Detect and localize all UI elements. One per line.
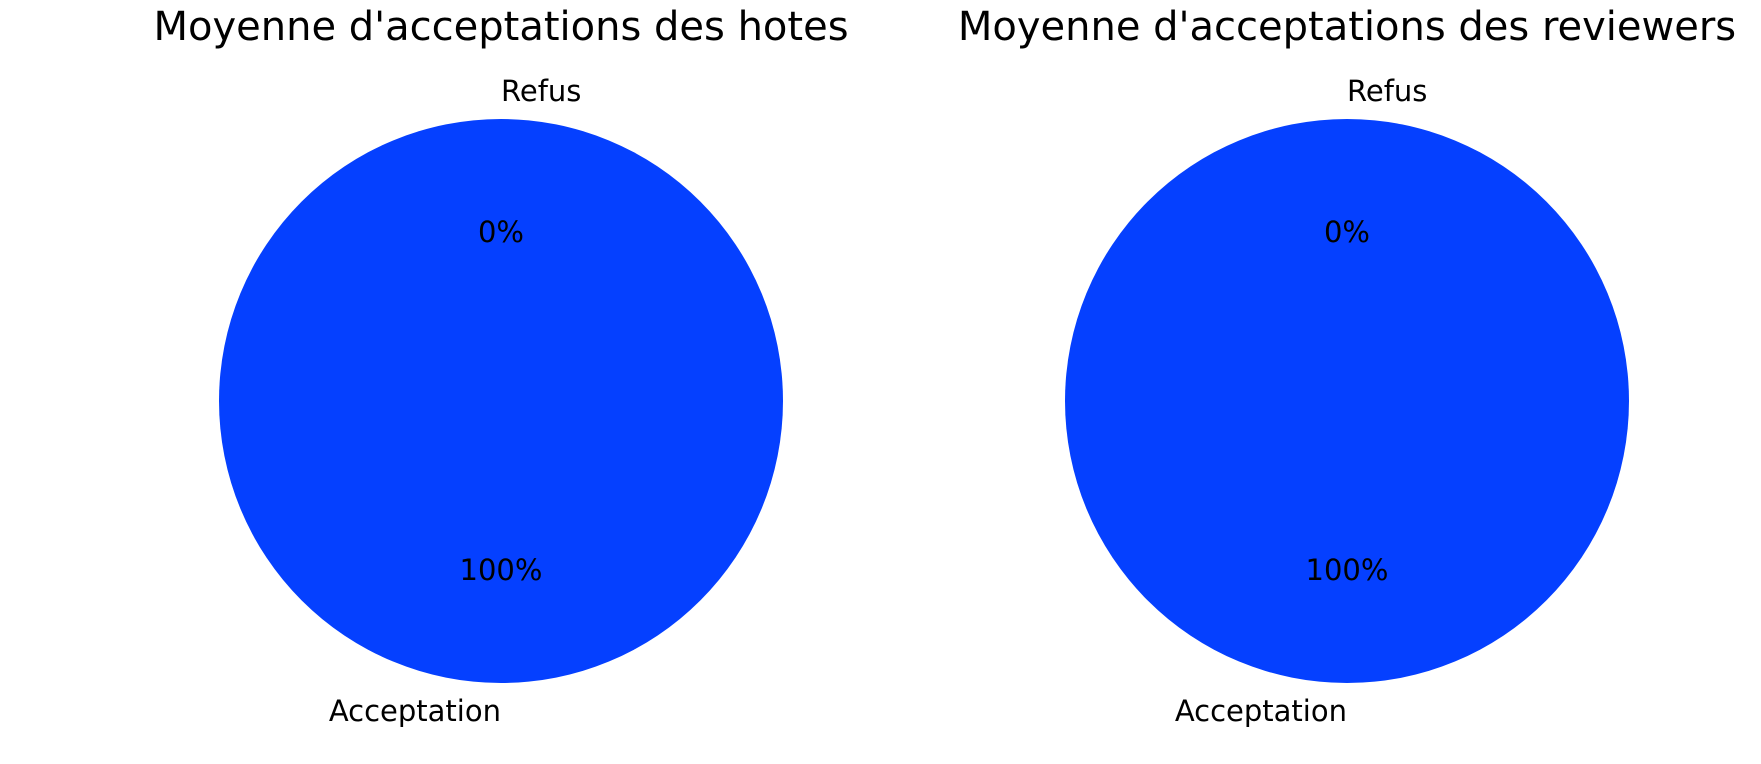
- chart-title: Moyenne d'acceptations des hotes: [153, 4, 848, 50]
- percent-label-refus: 0%: [1324, 215, 1370, 249]
- pie-slice-acceptation: [1065, 119, 1629, 683]
- chart-title: Moyenne d'acceptations des reviewers: [958, 4, 1736, 50]
- percent-label-refus: 0%: [478, 215, 524, 249]
- slice-label-refus: Refus: [501, 74, 581, 108]
- percent-label-acceptation: 100%: [1306, 553, 1389, 587]
- percent-label-acceptation: 100%: [460, 553, 543, 587]
- slice-label-acceptation: Acceptation: [329, 694, 501, 728]
- pie-chart-reviewers: Moyenne d'acceptations des reviewers Acc…: [958, 4, 1736, 728]
- slice-label-acceptation: Acceptation: [1175, 694, 1347, 728]
- slice-label-refus: Refus: [1347, 74, 1427, 108]
- pie-chart-hotes: Moyenne d'acceptations des hotes Accepta…: [153, 4, 848, 728]
- pie-slice-acceptation: [219, 119, 783, 683]
